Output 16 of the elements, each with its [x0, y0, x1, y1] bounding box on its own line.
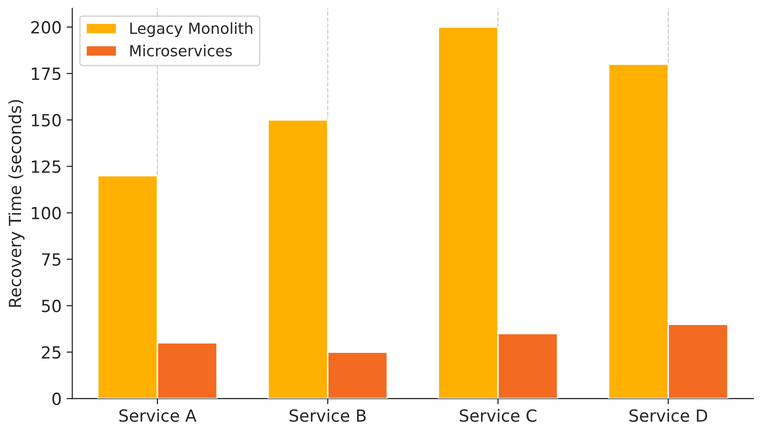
x-tick-label: Service B	[290, 408, 366, 422]
y-tick-label: 175	[32, 68, 60, 80]
legend-label: Microservices	[130, 44, 232, 56]
y-tick-label: 100	[32, 206, 61, 220]
y-tick-label: 75	[42, 253, 60, 266]
y-tick-label: 150	[32, 114, 61, 126]
y-tick-label: 200	[31, 21, 61, 34]
y-tick-label: 125	[32, 160, 60, 173]
legend-label: Legacy Monolith	[130, 22, 252, 38]
x-tick-label: Service A	[119, 408, 196, 422]
y-tick-label: 25	[42, 346, 60, 359]
x-tick-label: Service C	[460, 408, 536, 422]
x-tick-label: Service D	[629, 408, 708, 422]
y-tick-label: 50	[42, 300, 61, 312]
y-axis-title: Recovery Time (seconds)	[8, 100, 25, 307]
y-tick-label: 0	[52, 392, 61, 406]
